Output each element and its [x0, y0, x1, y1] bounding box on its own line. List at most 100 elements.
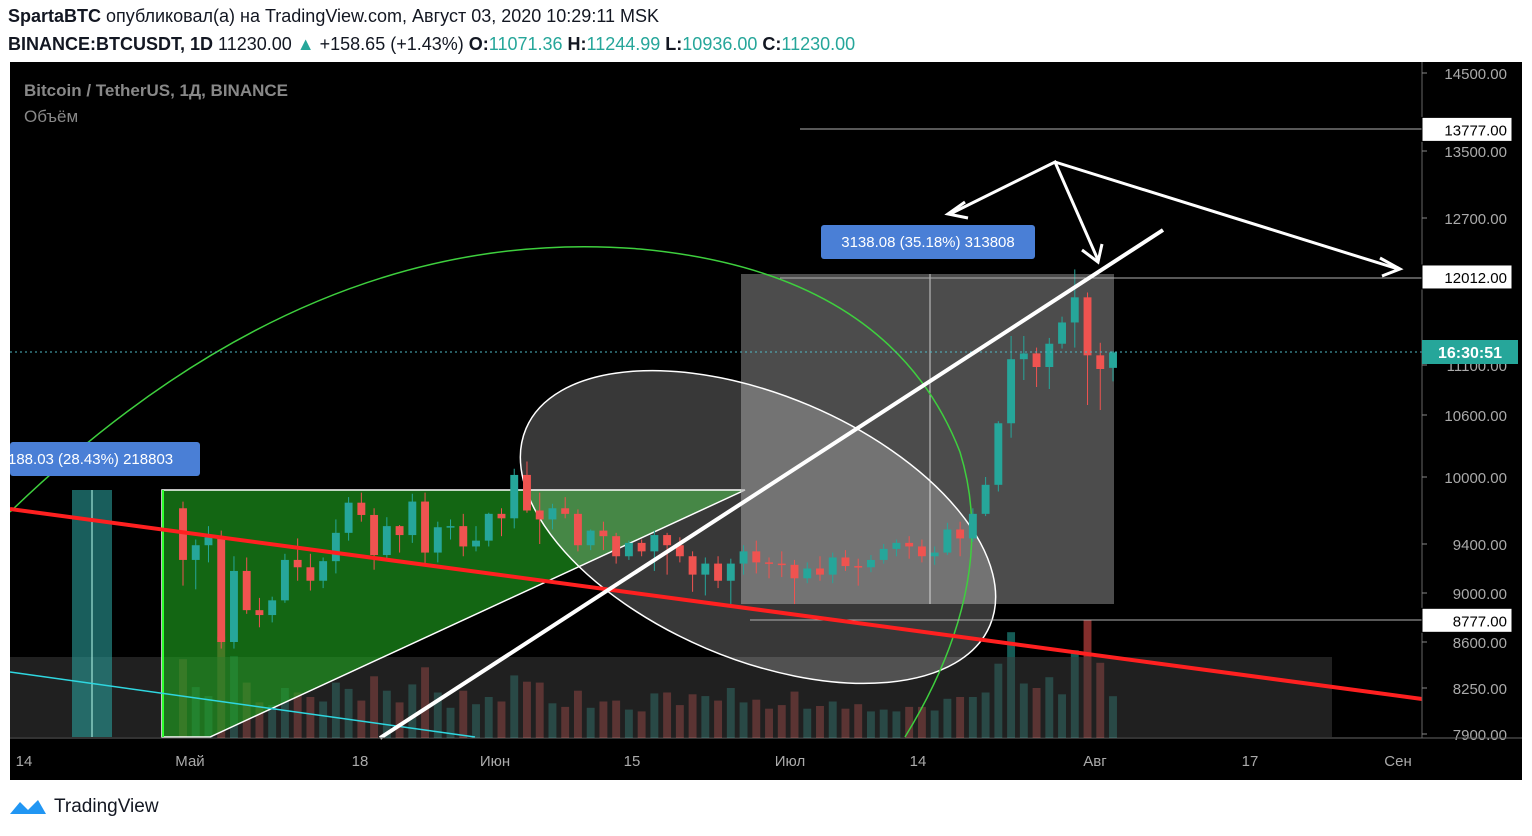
candle-body: [714, 563, 723, 581]
candle-body: [866, 559, 875, 568]
time-tick-label: Авг: [1083, 753, 1107, 770]
price-tick-label: 14500.00: [1444, 66, 1507, 83]
author-name[interactable]: SpartaBTC: [8, 6, 102, 26]
price-tick-label: 8600.00: [1453, 635, 1507, 652]
red-trendline: [9, 507, 1423, 701]
time-tick-label: 14: [16, 753, 33, 770]
price-axis[interactable]: [1422, 62, 1522, 780]
price-line-tag: [1421, 264, 1513, 290]
low-label: L:: [665, 34, 683, 54]
range-label-left: 188.03 (28.43%) 218803: [10, 451, 173, 468]
candle-body: [548, 508, 557, 520]
countdown-label: 16:30:51: [1438, 345, 1502, 362]
close-label: C:: [762, 34, 782, 54]
candle-body: [905, 542, 914, 547]
price-line-tag-label: 8777.00: [1453, 613, 1507, 630]
candle-body: [917, 546, 926, 557]
candle-body: [1096, 355, 1105, 369]
candle-body: [535, 510, 544, 520]
candle-body: [586, 530, 595, 546]
price-chart[interactable]: 3138.08 (35.18%) 313808 188.03 (28.43%) …: [8, 62, 1522, 780]
countdown-tag: [1422, 340, 1518, 364]
chart-frame[interactable]: 3138.08 (35.18%) 313808 188.03 (28.43%) …: [8, 62, 1522, 780]
tradingview-logo[interactable]: TradingView: [8, 796, 159, 818]
candle-body: [624, 542, 633, 557]
candle-body: [395, 526, 404, 536]
candle-body: [650, 535, 659, 552]
time-tick-label: Июн: [480, 753, 510, 770]
candle-body: [1058, 322, 1066, 344]
candle-body: [701, 563, 710, 575]
candle-body: [433, 527, 442, 553]
high-label: H:: [567, 34, 587, 54]
time-tick-label: 18: [352, 753, 369, 770]
candle-body: [293, 559, 302, 568]
candle-body: [421, 501, 430, 553]
candle-body: [472, 540, 480, 547]
tradingview-cloud-icon: [10, 800, 46, 814]
low-value: 10936.00: [682, 34, 758, 54]
candle-body: [1083, 297, 1092, 356]
candle-body: [663, 535, 672, 546]
candle-body: [510, 474, 519, 519]
candle-body: [956, 529, 965, 539]
candle-body: [726, 563, 735, 581]
candle-body: [599, 530, 608, 537]
measure-label: 3138.08 (35.18%) 313808: [841, 234, 1014, 251]
candle-body: [790, 564, 799, 579]
close-value: 11230.00: [781, 34, 856, 54]
ellipse-drawing: [519, 369, 997, 685]
candle-body: [816, 568, 824, 575]
arrow-drawings: [944, 159, 1404, 278]
candle-body: [280, 559, 289, 601]
price-tick-label: 10000.00: [1444, 470, 1507, 487]
candle-body: [688, 556, 697, 575]
price-line-tag: [1421, 607, 1513, 633]
triangle-left-edge: [162, 490, 164, 737]
candle-body: [357, 502, 366, 515]
candle-body: [191, 545, 200, 560]
candle-body: [1045, 343, 1054, 367]
high-value: 11244.99: [586, 34, 661, 54]
price-change: +158.65 (+1.43%): [319, 34, 464, 54]
measure-label-box: [821, 225, 1035, 259]
time-tick-label: 14: [910, 753, 927, 770]
candle-body: [803, 568, 812, 579]
price-tick-label: 13500.00: [1444, 144, 1507, 161]
candle-body: [1007, 359, 1016, 424]
publication-line: SpartaBTC опубликовал(а) на TradingView.…: [8, 6, 659, 27]
time-ticks[interactable]: 14 Май 18 Июн 15 Июл 14 Авг 17 Сен: [16, 753, 1412, 770]
candles: [179, 269, 1117, 649]
arc-drawing: [9, 245, 973, 738]
measure-box: [741, 274, 1114, 604]
candle-body: [319, 561, 328, 581]
candle-body: [217, 537, 226, 642]
candle-body: [1032, 353, 1041, 367]
last-price: 11230.00: [218, 34, 292, 54]
price-tick-label: 8250.00: [1453, 681, 1507, 698]
candle-body: [255, 610, 264, 616]
candle-body: [1109, 352, 1117, 368]
price-tick-label: 9000.00: [1453, 586, 1507, 603]
candle-body: [370, 514, 379, 556]
open-value: 11071.36: [488, 34, 563, 54]
candle-body: [446, 526, 455, 528]
candle-body: [1070, 297, 1079, 323]
candle-body: [612, 536, 621, 557]
candle-body: [752, 551, 761, 563]
price-line-tag: [1421, 116, 1513, 142]
candle-body: [484, 513, 493, 541]
candle-body: [459, 526, 468, 547]
time-tick-label: Июл: [775, 753, 805, 770]
change-up-icon: ▲: [296, 34, 315, 54]
candle-body: [1019, 353, 1028, 360]
candle-body: [981, 484, 990, 514]
candle-body: [268, 600, 277, 616]
brand-name: TradingView: [54, 796, 159, 817]
time-tick-label: Май: [175, 753, 204, 770]
candle-body: [637, 542, 646, 552]
volume-label: Объём: [24, 107, 78, 126]
candle-body: [408, 501, 417, 536]
price-line-labels: 13777.00 12012.00 8777.00 16:30:51: [1421, 116, 1518, 633]
price-tick-label: 7900.00: [1453, 727, 1507, 744]
